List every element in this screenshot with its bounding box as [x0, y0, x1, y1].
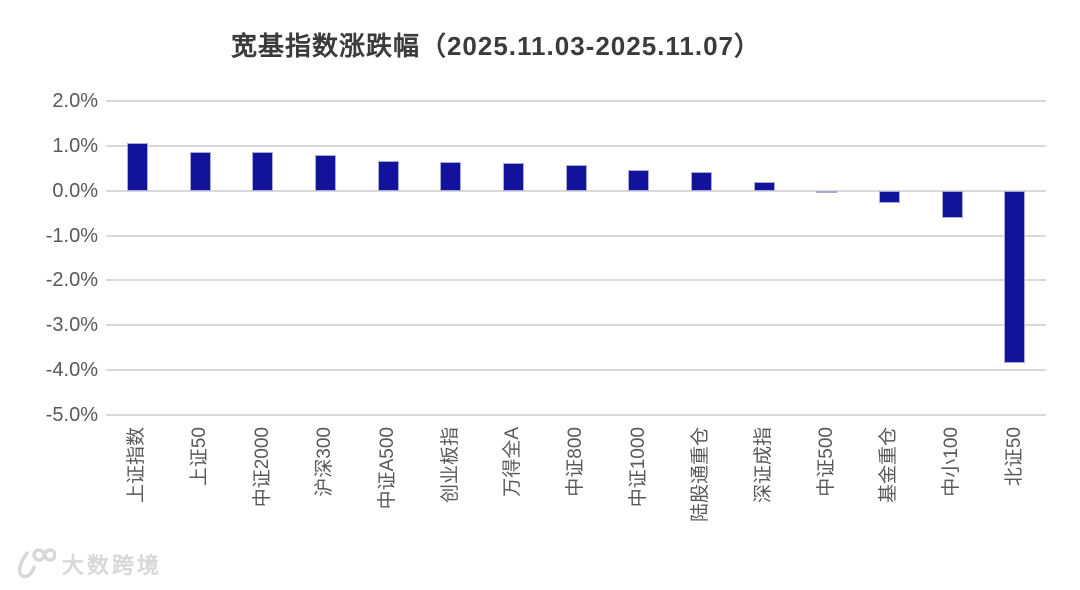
bar-创业板指	[440, 162, 462, 191]
gridline--1.0%	[106, 234, 1046, 237]
gridline--3.0%	[106, 324, 1046, 327]
x-axis-category-label: 中证500	[815, 427, 837, 497]
gridline-1.0%	[106, 144, 1046, 147]
x-axis-category-label: 北证50	[1003, 427, 1025, 487]
y-axis-tick-label: -3.0%	[45, 314, 98, 337]
bar-中证A500	[377, 161, 399, 191]
x-axis-category-label: 上证指数	[126, 427, 148, 504]
bar-中证2000	[252, 152, 274, 191]
x-axis-category-label: 万得全A	[502, 427, 524, 497]
x-axis-category-label: 深证成指	[753, 427, 774, 504]
y-axis-tick-label: 2.0%	[52, 90, 98, 112]
x-axis-category-label: 陆股通重仓	[690, 427, 712, 523]
x-axis-category-label: 中证A500	[377, 427, 398, 510]
bar-中证800	[565, 164, 587, 191]
y-axis-tick-label: -4.0%	[45, 359, 98, 382]
bar-陆股通重仓	[690, 172, 712, 191]
bar-沪深300	[314, 154, 336, 191]
bar-深证成指	[753, 181, 775, 191]
watermark: 大数跨境	[12, 545, 162, 583]
bar-中证1000	[628, 170, 650, 191]
bar-万得全A	[502, 162, 524, 191]
x-axis-category-label: 沪深300	[314, 427, 336, 497]
bar-中小100	[941, 190, 963, 219]
x-axis-category-label: 中证2000	[251, 427, 273, 508]
x-axis-category-label: 中小100	[941, 427, 962, 497]
x-axis-category-label: 上证50	[189, 427, 210, 487]
chart-title: 宽基指数涨跌幅（2025.11.03-2025.11.07）	[230, 31, 762, 61]
y-axis-tick-label: 0.0%	[52, 179, 98, 202]
gridline--2.0%	[106, 279, 1046, 282]
gridline-0.0%	[106, 189, 1046, 192]
x-axis-category-label: 基金重仓	[878, 427, 900, 504]
bar-中证500	[816, 190, 838, 194]
gridline--4.0%	[106, 369, 1046, 372]
bar-上证50	[189, 151, 211, 191]
gridline--5.0%	[106, 414, 1046, 416]
gridline-2.0%	[106, 100, 1046, 102]
y-axis-tick-label: 1.0%	[52, 134, 98, 157]
watermark-logo	[17, 548, 56, 579]
bar-上证指数	[126, 143, 148, 191]
bar-基金重仓	[878, 190, 900, 203]
watermark-text: 大数跨境	[62, 553, 163, 578]
y-axis-tick-label: -2.0%	[45, 269, 98, 292]
y-axis-tick-label: -5.0%	[45, 404, 98, 426]
y-axis-tick-label: -1.0%	[45, 224, 98, 247]
bar-北证50	[1004, 190, 1026, 363]
x-axis-category-label: 创业板指	[439, 427, 461, 504]
x-axis-category-label: 中证800	[565, 427, 586, 497]
x-axis-category-label: 中证1000	[627, 427, 649, 508]
